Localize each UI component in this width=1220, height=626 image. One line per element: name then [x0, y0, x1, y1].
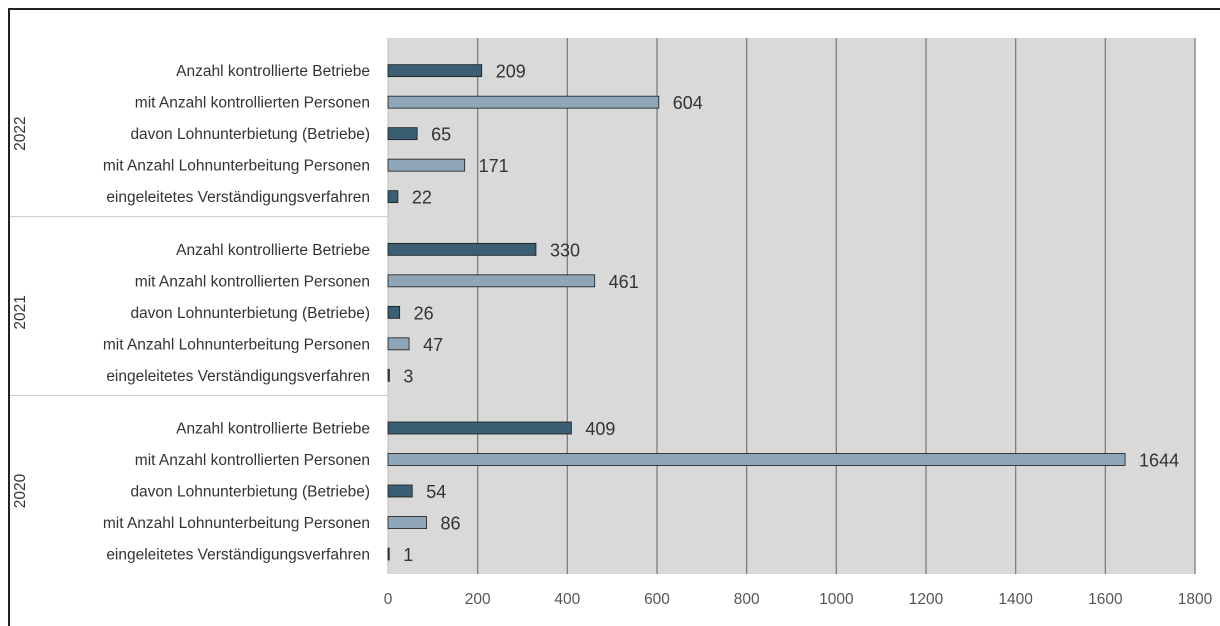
bar	[387, 274, 596, 288]
bar	[387, 547, 390, 561]
bar	[387, 484, 413, 498]
category-label: Anzahl kontrollierte Betriebe	[176, 421, 370, 438]
category-label: davon Lohnunterbietung (Betriebe)	[130, 305, 370, 322]
category-label: mit Anzahl Lohnunterbeitung Personen	[103, 158, 370, 175]
category-label: mit Anzahl kontrollierten Personen	[135, 452, 370, 469]
category-label: Anzahl kontrollierte Betriebe	[176, 242, 370, 259]
x-tick-label: 800	[734, 591, 760, 608]
bar	[387, 305, 401, 319]
category-label: mit Anzahl Lohnunterbeitung Personen	[103, 336, 370, 353]
x-tick-label: 1200	[909, 591, 944, 608]
data-label: 209	[496, 62, 526, 82]
bar	[387, 64, 483, 78]
data-label: 22	[412, 188, 432, 208]
data-label: 461	[609, 272, 639, 292]
x-tick-label: 0	[384, 591, 393, 608]
data-label: 409	[585, 419, 615, 439]
data-label: 330	[550, 240, 580, 260]
year-label: 2020	[12, 473, 29, 508]
x-tick-label: 1400	[998, 591, 1033, 608]
x-tick-label: 1800	[1178, 591, 1213, 608]
data-label: 1644	[1139, 451, 1179, 471]
x-tick-label: 1000	[819, 591, 854, 608]
data-label: 65	[431, 125, 451, 145]
data-label: 171	[479, 156, 509, 176]
category-label: mit Anzahl kontrollierten Personen	[135, 273, 370, 290]
chart-frame	[8, 8, 1220, 626]
category-label: mit Anzahl Lohnunterbeitung Personen	[103, 515, 370, 532]
bar	[387, 242, 537, 256]
data-label: 54	[426, 482, 446, 502]
bar	[387, 337, 410, 351]
category-label: davon Lohnunterbietung (Betriebe)	[130, 126, 370, 143]
x-tick-label: 600	[644, 591, 670, 608]
data-label: 3	[403, 366, 413, 386]
category-label: davon Lohnunterbietung (Betriebe)	[130, 484, 370, 501]
x-tick-label: 400	[554, 591, 580, 608]
data-label: 86	[441, 514, 461, 534]
bar	[387, 368, 390, 382]
category-label: eingeleitetes Verständigungsverfahren	[106, 189, 370, 206]
bar	[387, 127, 418, 141]
category-label: eingeleitetes Verständigungsverfahren	[106, 547, 370, 564]
data-label: 47	[423, 335, 443, 355]
bar	[387, 421, 572, 435]
category-axis-panel	[10, 38, 388, 574]
data-label: 26	[414, 303, 434, 323]
x-tick-label: 200	[465, 591, 491, 608]
year-label: 2022	[12, 116, 29, 150]
bar	[387, 190, 399, 204]
bar	[387, 158, 466, 172]
category-label: mit Anzahl kontrollierten Personen	[135, 95, 370, 112]
plot-area	[388, 38, 1195, 574]
data-label: 1	[403, 545, 413, 565]
bar	[387, 95, 660, 109]
category-label: eingeleitetes Verständigungsverfahren	[106, 368, 370, 385]
data-label: 604	[673, 93, 703, 113]
bar	[387, 516, 427, 529]
x-tick-label: 1600	[1088, 591, 1123, 608]
category-label: Anzahl kontrollierte Betriebe	[176, 63, 370, 80]
bar	[387, 453, 1126, 466]
year-label: 2021	[12, 295, 29, 329]
